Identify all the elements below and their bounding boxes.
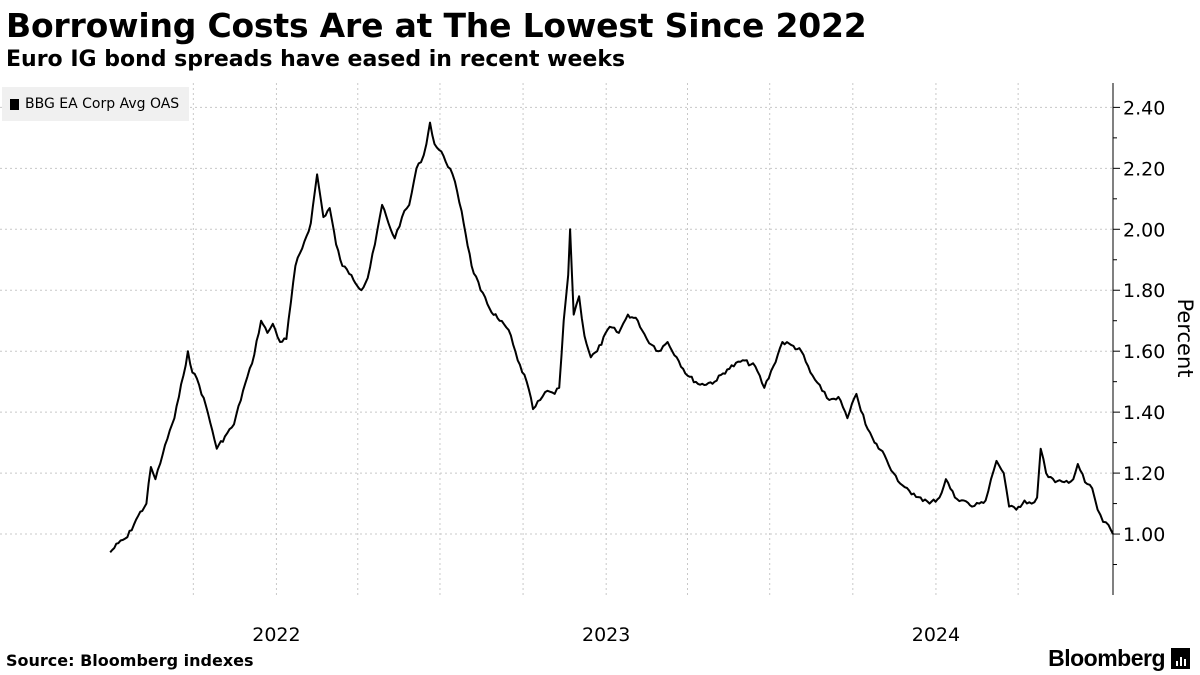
grid-lines — [0, 83, 1113, 595]
y-tick-label: 2.00 — [1123, 219, 1165, 241]
brand: Bloomberg — [1048, 645, 1190, 672]
y-axis: 1.00 1.20 1.40 1.60 1.80 2.00 2.20 2.40 Percent — [1112, 83, 1197, 595]
x-tick-label: 2022 — [252, 624, 300, 646]
bloomberg-chart-icon — [1171, 648, 1190, 669]
x-tick-label: 2023 — [582, 624, 630, 646]
chart-subtitle: Euro IG bond spreads have eased in recen… — [6, 47, 626, 72]
y-tick-label: 2.40 — [1123, 97, 1165, 119]
chart-title: Borrowing Costs Are at The Lowest Since … — [6, 6, 867, 45]
series-line — [109, 121, 1114, 553]
x-axis-labels: 2022 2023 2024 — [252, 624, 960, 646]
series-group — [109, 121, 1114, 553]
y-tick-label: 1.20 — [1123, 463, 1165, 485]
legend-label: BBG EA Corp Avg OAS — [25, 96, 180, 112]
source-note: Source: Bloomberg indexes — [6, 651, 254, 670]
legend-swatch — [10, 98, 19, 110]
brand-name: Bloomberg — [1048, 645, 1165, 671]
y-tick-label: 1.00 — [1123, 524, 1165, 546]
y-tick-label: 1.80 — [1123, 280, 1165, 302]
y-tick-label: 1.40 — [1123, 402, 1165, 424]
y-axis-label: Percent — [1173, 298, 1197, 377]
y-tick-label: 2.20 — [1123, 158, 1165, 180]
x-tick-label: 2024 — [912, 624, 960, 646]
y-tick-label: 1.60 — [1123, 341, 1165, 363]
legend: BBG EA Corp Avg OAS — [2, 87, 190, 121]
